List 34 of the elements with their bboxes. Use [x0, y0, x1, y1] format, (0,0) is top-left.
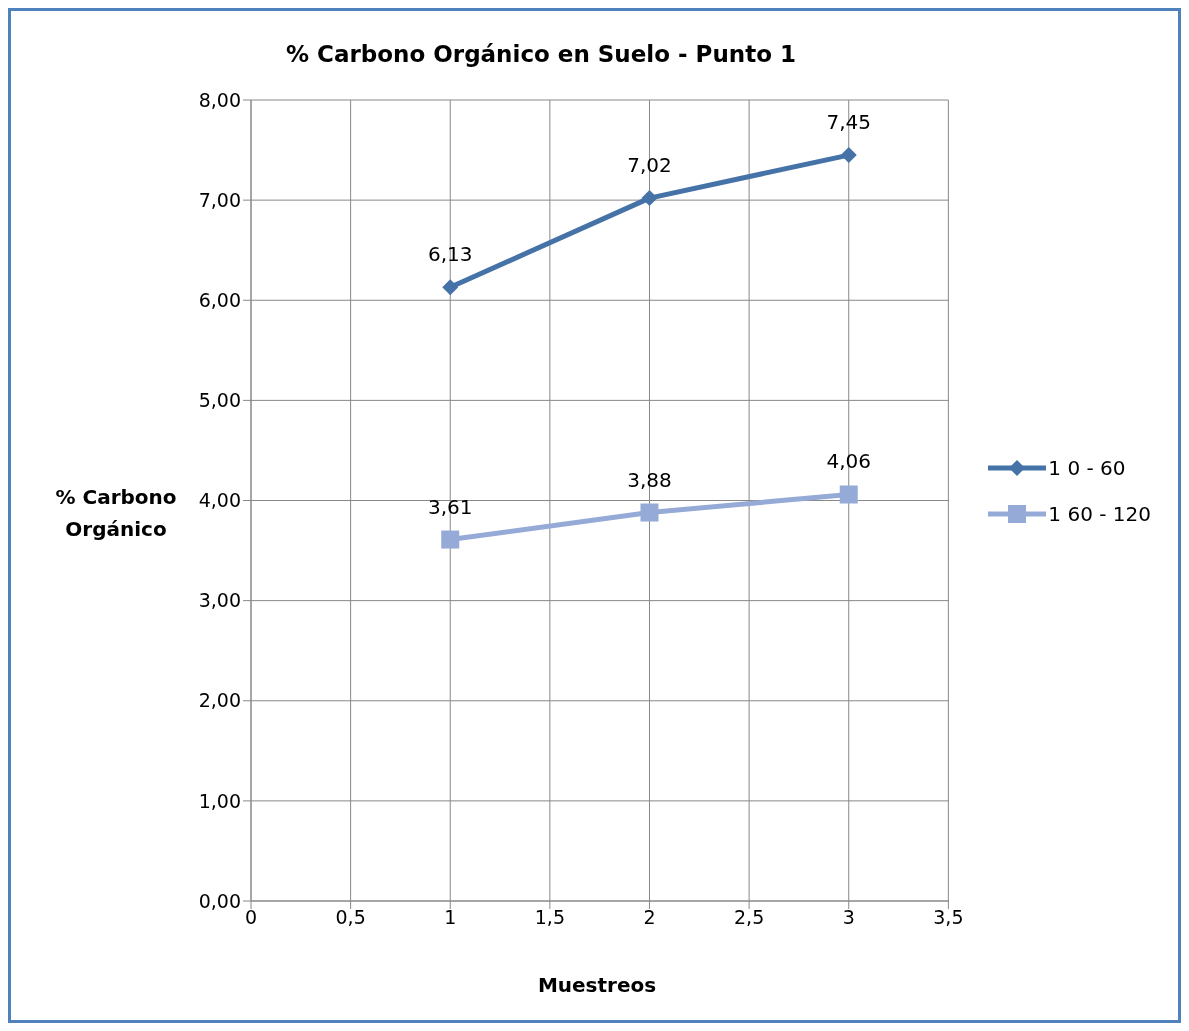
x-tick-label: 2,5	[734, 906, 765, 929]
y-tick-label: 6,00	[198, 288, 241, 311]
y-tick-label: 4,00	[198, 489, 241, 512]
y-tick-label: 5,00	[198, 389, 241, 412]
y-tick-label: 0,00	[198, 889, 241, 912]
data-label: 3,61	[427, 494, 473, 519]
x-tick-label: 0,5	[335, 906, 366, 929]
point	[840, 147, 857, 164]
legend-label: 1 0 - 60	[1048, 456, 1126, 480]
point	[839, 485, 858, 504]
x-tick-label: 0	[244, 906, 258, 929]
point	[641, 190, 658, 207]
data-label: 4,06	[826, 449, 871, 474]
y-tick-label: 3,00	[198, 589, 241, 612]
x-tick-label: 3,5	[933, 906, 964, 929]
point	[442, 279, 459, 296]
y-tick-label: 7,00	[198, 188, 241, 211]
data-label: 6,13	[427, 242, 473, 267]
data-label: 7,02	[627, 153, 672, 178]
legend-label: 1 60 - 120	[1048, 502, 1151, 526]
x-tick-label: 1,5	[534, 906, 565, 929]
x-tick-label: 2	[643, 906, 656, 929]
point	[441, 530, 460, 549]
x-tick-label: 1	[444, 906, 457, 929]
y-axis-title: % Carbono Orgánico	[54, 484, 178, 543]
y-tick-label: 1,00	[198, 789, 241, 812]
x-tick-label: 3	[842, 906, 855, 929]
data-label: 7,45	[826, 110, 871, 135]
chart-title: % Carbono Orgánico en Suelo - Punto 1	[285, 41, 797, 67]
point	[640, 503, 659, 522]
y-tick-label: 2,00	[198, 689, 241, 712]
data-label: 3,88	[627, 467, 672, 492]
y-tick-label: 8,00	[198, 88, 241, 111]
x-axis-title: Muestreos	[536, 973, 658, 997]
